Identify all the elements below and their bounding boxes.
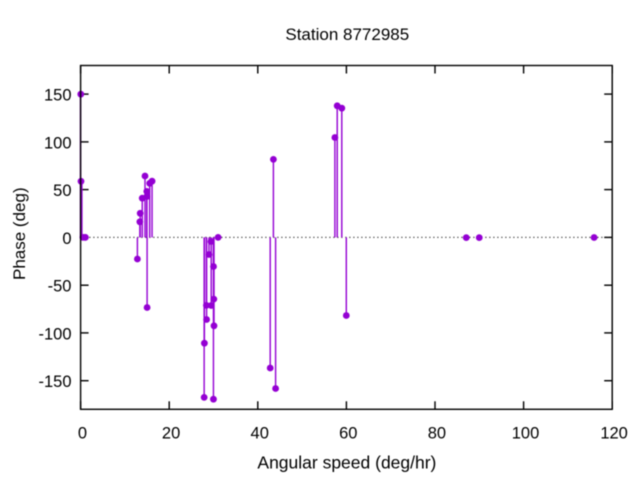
svg-text:100: 100 (44, 134, 72, 152)
svg-text:80: 80 (428, 424, 446, 442)
svg-text:-150: -150 (38, 373, 71, 391)
svg-text:50: 50 (53, 182, 71, 200)
svg-text:Angular speed (deg/hr): Angular speed (deg/hr) (257, 453, 436, 473)
svg-text:0: 0 (78, 424, 87, 442)
svg-text:Station 8772985: Station 8772985 (285, 25, 409, 44)
svg-text:120: 120 (600, 424, 628, 442)
svg-text:150: 150 (44, 87, 72, 105)
svg-text:20: 20 (162, 424, 180, 442)
svg-text:0: 0 (62, 230, 71, 248)
svg-text:100: 100 (512, 424, 540, 442)
svg-text:60: 60 (339, 424, 357, 442)
svg-text:40: 40 (251, 424, 269, 442)
svg-text:-50: -50 (48, 278, 72, 296)
svg-text:-100: -100 (38, 326, 71, 344)
svg-text:Phase (deg): Phase (deg) (10, 187, 29, 280)
